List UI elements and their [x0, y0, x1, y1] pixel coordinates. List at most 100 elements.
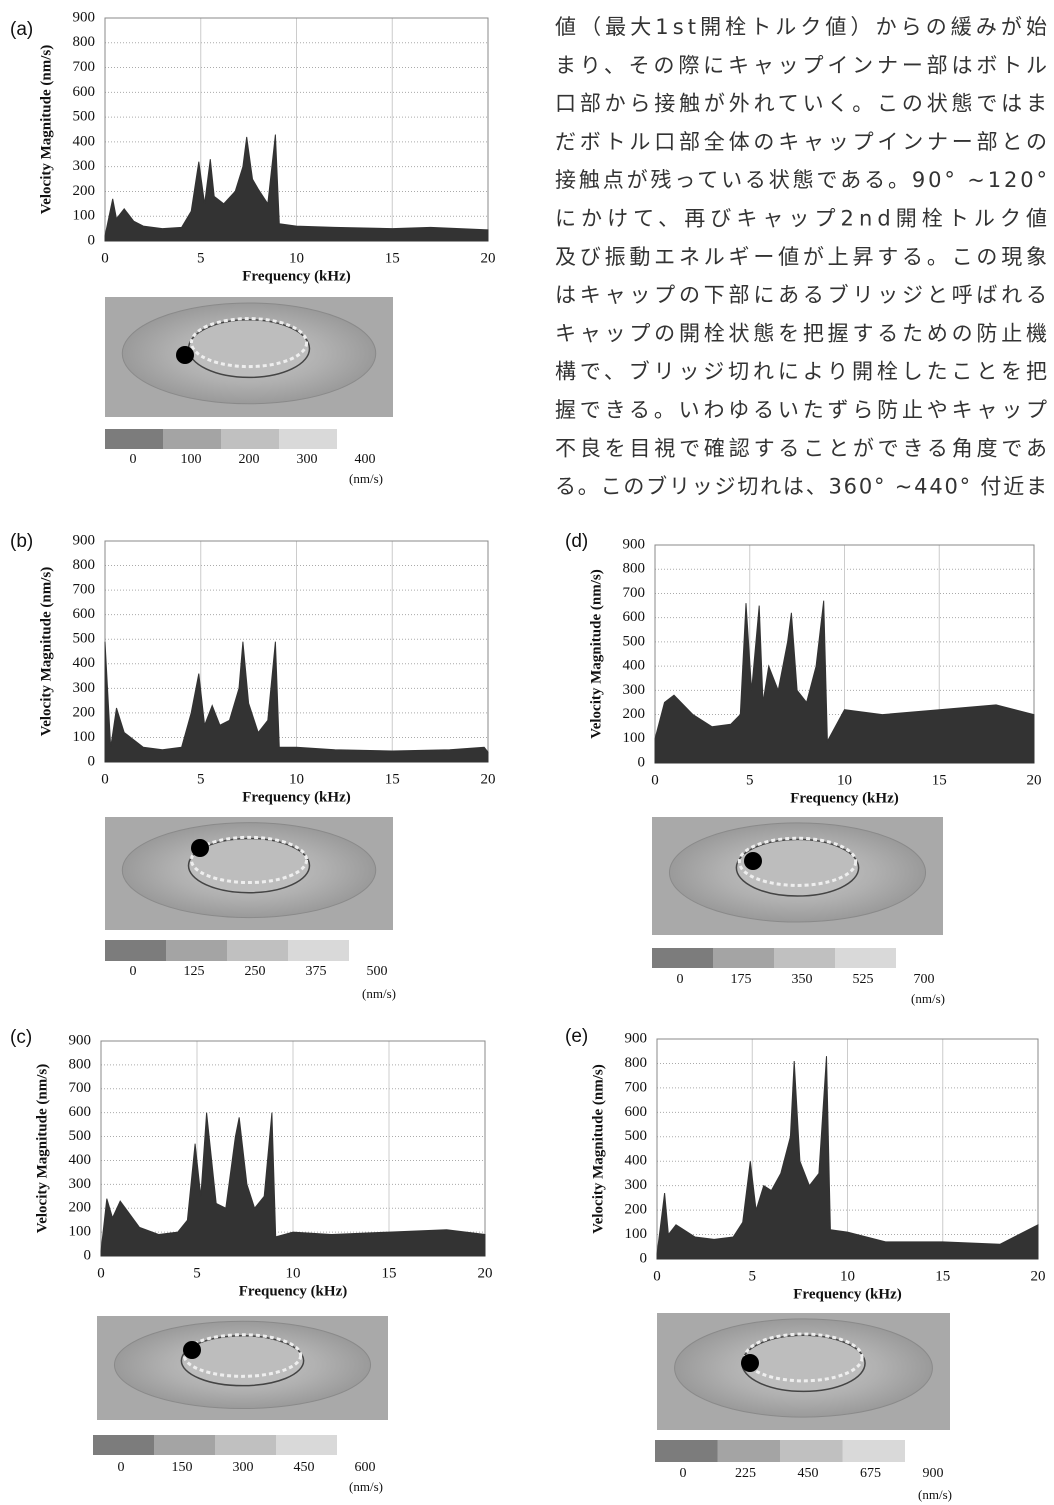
y-tick-label: 300: [73, 158, 96, 174]
colorbar-unit: (nm/s): [349, 1479, 383, 1494]
x-axis-label: Frequency (kHz): [793, 1286, 901, 1302]
colorbar-tick-label: 150: [172, 1460, 193, 1475]
colorbar-segment: [652, 948, 713, 968]
y-tick-label: 700: [73, 59, 96, 75]
colorbar-tick-label: 125: [184, 964, 205, 979]
y-tick-label: 500: [69, 1128, 92, 1144]
paragraph-line: 構で、ブリッジ切れにより開栓したことを把: [555, 360, 1047, 384]
chart: (c) 0 100 200 300 400 500 600 700 800 900 0 5 10 15 20 F…: [10, 1027, 493, 1494]
sensor-dot: [744, 852, 762, 870]
x-tick-label: 20: [481, 771, 496, 787]
y-axis-label: Velocity Magnitude (nm/s): [38, 567, 54, 736]
x-tick-label: 5: [197, 771, 205, 787]
paragraph-line: 接触点が残っている状態である。90° ~120°: [555, 168, 1047, 192]
x-tick-label: 10: [289, 771, 304, 787]
colorbar-tick-label: 300: [233, 1460, 254, 1475]
y-tick-label: 600: [69, 1104, 92, 1120]
chart: (e) 0 100 200 300 400 500 600 700 800 900 0 5 10 15 20 F…: [565, 1026, 1046, 1502]
y-tick-label: 0: [638, 754, 646, 770]
x-tick-label: 15: [385, 771, 400, 787]
colorbar-tick-label: 250: [245, 964, 266, 979]
colorbar-segment: [276, 1435, 337, 1455]
x-tick-label: 0: [97, 1265, 105, 1281]
y-tick-label: 300: [623, 682, 646, 698]
cap-chain: [737, 836, 858, 887]
x-tick-label: 20: [1031, 1268, 1046, 1284]
y-tick-label: 400: [73, 655, 96, 671]
y-tick-label: 800: [623, 561, 646, 577]
x-tick-label: 10: [837, 772, 852, 788]
y-tick-label: 0: [88, 232, 96, 248]
y-tick-label: 900: [73, 9, 96, 25]
colorbar-segment: [93, 1435, 154, 1455]
paragraph-line: だボトル口部全体のキャップインナー部との: [555, 130, 1047, 154]
y-tick-label: 400: [69, 1152, 92, 1168]
y-tick-label: 700: [69, 1080, 92, 1096]
y-tick-label: 400: [623, 658, 646, 674]
colorbar-unit: (nm/s): [911, 991, 945, 1006]
paragraph-line: る。このブリッジ切れは、360° ~440° 付近ま: [555, 475, 1047, 499]
y-tick-label: 300: [625, 1177, 648, 1193]
y-tick-label: 700: [625, 1079, 648, 1095]
y-tick-label: 700: [73, 582, 96, 598]
y-tick-label: 200: [623, 706, 646, 722]
colorbar-unit: (nm/s): [349, 471, 383, 486]
colorbar-tick-label: 100: [181, 452, 202, 467]
y-tick-label: 200: [69, 1200, 92, 1216]
colorbar-tick-label: 0: [130, 452, 137, 467]
chart: (b) 0 100 200 300 400 500 600 700 800 900 0 5 10 15 20 F…: [10, 531, 496, 1001]
spectrum-area: [100, 1112, 486, 1257]
y-tick-label: 900: [73, 532, 96, 548]
y-tick-label: 800: [69, 1056, 92, 1072]
y-tick-label: 900: [625, 1030, 648, 1046]
colorbar-tick-label: 450: [798, 1466, 819, 1481]
paragraph-line: まり、その際にキャップインナー部はボトル: [555, 53, 1047, 77]
y-tick-label: 200: [73, 183, 96, 199]
y-tick-label: 100: [73, 729, 96, 745]
colorbar-segment: [774, 948, 835, 968]
x-axis-label: Frequency (kHz): [239, 1283, 347, 1299]
sensor-dot: [741, 1354, 759, 1372]
paragraph-line: はキャップの下部にあるブリッジと呼ばれる: [555, 283, 1047, 307]
y-tick-label: 400: [625, 1153, 648, 1169]
paragraph-line: 握できる。いわゆるいたずら防止やキャップ: [555, 398, 1047, 422]
x-tick-label: 5: [193, 1265, 201, 1281]
colorbar-segment: [215, 1435, 276, 1455]
y-tick-label: 500: [623, 633, 646, 649]
paragraph-line: キャップの開栓状態を把握するための防止機: [555, 321, 1047, 345]
y-tick-label: 300: [69, 1176, 92, 1192]
colorbar-unit: (nm/s): [918, 1487, 952, 1502]
colorbar-tick-label: 200: [239, 452, 260, 467]
colorbar-segment: [717, 1440, 780, 1462]
colorbar-tick-label: 700: [914, 972, 935, 987]
colorbar-segment: [279, 429, 337, 449]
colorbar-tick-label: 300: [297, 452, 318, 467]
paragraph-line: 及び振動エネルギー値が上昇する。この現象: [555, 245, 1047, 269]
y-tick-label: 200: [625, 1202, 648, 1218]
colorbar-segment: [835, 948, 896, 968]
spectrum-area: [654, 600, 1035, 764]
sensor-dot: [176, 346, 194, 364]
colorbar-unit: (nm/s): [362, 986, 396, 1001]
colorbar-segment: [713, 948, 774, 968]
colorbar-segment: [227, 940, 288, 961]
y-tick-label: 100: [625, 1226, 648, 1242]
y-tick-label: 200: [73, 704, 96, 720]
paragraph-line: 不良を目視で確認することができる角度であ: [555, 436, 1047, 460]
x-tick-label: 10: [840, 1268, 855, 1284]
cap-ring: [180, 1335, 305, 1387]
chart: (d) 0 100 200 300 400 500 600 700 800 900 0 5 10 15 20 F…: [565, 531, 1042, 1006]
x-tick-label: 5: [746, 772, 754, 788]
paragraph-line: 口部から接触が外れていく。この状態ではま: [555, 92, 1047, 116]
y-tick-label: 600: [73, 84, 96, 100]
x-tick-label: 15: [932, 772, 947, 788]
paragraph-line: にかけて、再びキャップ2nd開栓トルク値: [555, 207, 1047, 231]
x-tick-label: 5: [197, 250, 205, 266]
cap-chain: [182, 1333, 303, 1378]
sensor-dot: [183, 1341, 201, 1359]
y-axis-label: Velocity Magnitude (nm/s): [590, 1064, 606, 1233]
chart: (a) 0 100 200 300 400 500 600 700 800 900 0 5 10 15 20 F…: [10, 9, 496, 486]
colorbar-tick-label: 225: [735, 1466, 756, 1481]
cap-chain: [189, 317, 309, 369]
colorbar-tick-label: 525: [853, 972, 874, 987]
